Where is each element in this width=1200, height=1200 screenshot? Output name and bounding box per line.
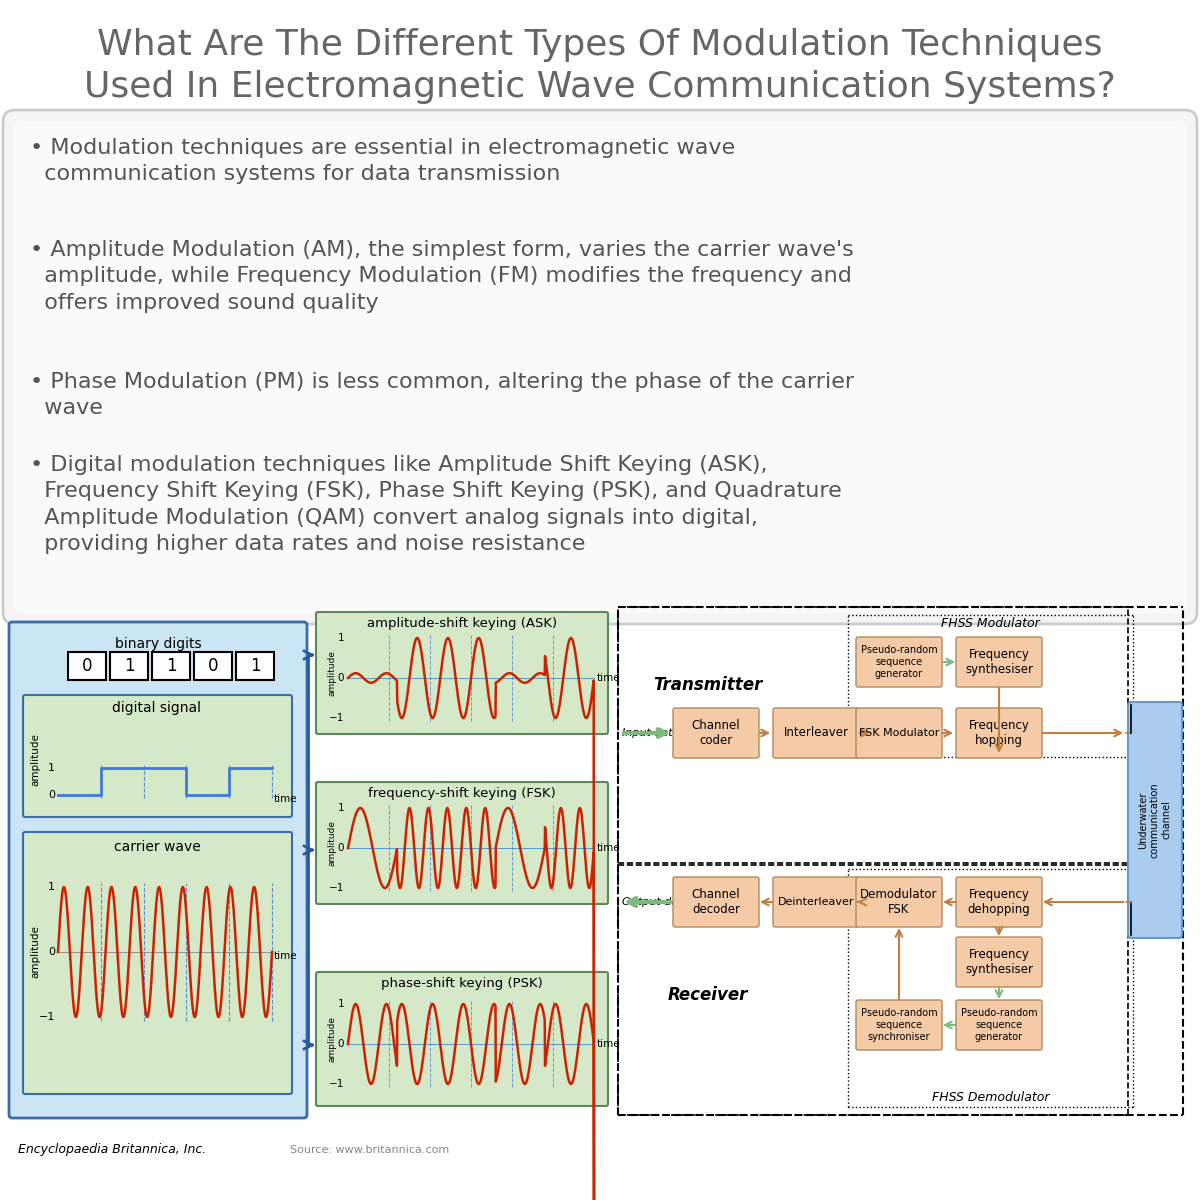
- Text: 1: 1: [337, 998, 344, 1009]
- Text: Channel
decoder: Channel decoder: [691, 888, 740, 916]
- Text: Frequency
synthesiser: Frequency synthesiser: [965, 948, 1033, 976]
- Text: Transmitter: Transmitter: [653, 676, 763, 694]
- Text: −1: −1: [329, 883, 344, 893]
- Text: time: time: [598, 1039, 620, 1049]
- Text: Frequency
dehopping: Frequency dehopping: [967, 888, 1031, 916]
- Text: time: time: [598, 842, 620, 853]
- FancyBboxPatch shape: [1128, 702, 1182, 938]
- Text: Receiver: Receiver: [668, 986, 748, 1004]
- Text: −1: −1: [329, 1079, 344, 1090]
- Text: 0: 0: [337, 673, 344, 683]
- Text: amplitude: amplitude: [30, 733, 40, 786]
- Text: 1: 1: [337, 803, 344, 814]
- FancyBboxPatch shape: [856, 877, 942, 926]
- Text: phase-shift keying (PSK): phase-shift keying (PSK): [382, 977, 542, 990]
- Text: 1: 1: [124, 658, 134, 674]
- Text: Pseudo-random
sequence
generator: Pseudo-random sequence generator: [860, 646, 937, 679]
- Bar: [110, 652, 148, 680]
- Bar: [68, 652, 106, 680]
- Text: 1: 1: [48, 882, 55, 892]
- Text: carrier wave: carrier wave: [114, 840, 200, 854]
- Text: Input data: Input data: [622, 728, 679, 738]
- FancyBboxPatch shape: [956, 637, 1042, 686]
- Text: amplitude: amplitude: [328, 1016, 336, 1062]
- Text: 1: 1: [48, 763, 55, 773]
- Text: 0: 0: [337, 842, 344, 853]
- Text: 0: 0: [337, 1039, 344, 1049]
- Text: frequency-shift keying (FSK): frequency-shift keying (FSK): [368, 787, 556, 800]
- Text: Deinterleaver: Deinterleaver: [778, 898, 854, 907]
- FancyBboxPatch shape: [673, 708, 760, 758]
- Text: • Digital modulation techniques like Amplitude Shift Keying (ASK),
  Frequency S: • Digital modulation techniques like Amp…: [30, 455, 841, 554]
- Text: time: time: [598, 673, 620, 683]
- Text: What Are The Different Types Of Modulation Techniques: What Are The Different Types Of Modulati…: [97, 28, 1103, 62]
- Text: Frequency
synthesiser: Frequency synthesiser: [965, 648, 1033, 676]
- FancyBboxPatch shape: [856, 1000, 942, 1050]
- Bar: [236, 652, 274, 680]
- FancyBboxPatch shape: [856, 708, 942, 758]
- FancyBboxPatch shape: [773, 877, 859, 926]
- Text: • Amplitude Modulation (AM), the simplest form, varies the carrier wave's
  ampl: • Amplitude Modulation (AM), the simples…: [30, 240, 853, 313]
- Text: 1: 1: [166, 658, 176, 674]
- Text: FHSS Modulator: FHSS Modulator: [941, 617, 1040, 630]
- Text: • Modulation techniques are essential in electromagnetic wave
  communication sy: • Modulation techniques are essential in…: [30, 138, 736, 185]
- Text: Pseudo-random
sequence
synchroniser: Pseudo-random sequence synchroniser: [860, 1008, 937, 1042]
- Text: amplitude: amplitude: [328, 820, 336, 866]
- FancyBboxPatch shape: [23, 832, 292, 1094]
- Text: Source: www.britannica.com: Source: www.britannica.com: [290, 1145, 449, 1154]
- FancyBboxPatch shape: [2, 110, 1198, 624]
- FancyBboxPatch shape: [956, 937, 1042, 986]
- Text: Used In Electromagnetic Wave Communication Systems?: Used In Electromagnetic Wave Communicati…: [84, 70, 1116, 104]
- Text: Underwater
communication
channel: Underwater communication channel: [1139, 782, 1171, 858]
- Text: Interleaver: Interleaver: [784, 726, 848, 739]
- FancyBboxPatch shape: [316, 782, 608, 904]
- Text: Encyclopaedia Britannica, Inc.: Encyclopaedia Britannica, Inc.: [18, 1144, 206, 1157]
- Bar: [152, 652, 190, 680]
- Text: 1: 1: [250, 658, 260, 674]
- Bar: [194, 652, 232, 680]
- Text: amplitude: amplitude: [328, 650, 336, 696]
- Text: Channel
coder: Channel coder: [691, 719, 740, 746]
- Text: 1: 1: [337, 634, 344, 643]
- FancyBboxPatch shape: [856, 637, 942, 686]
- Text: Output data: Output data: [622, 898, 689, 907]
- Text: FSK Modulator: FSK Modulator: [859, 728, 940, 738]
- FancyBboxPatch shape: [14, 121, 1186, 613]
- Text: amplitude-shift keying (ASK): amplitude-shift keying (ASK): [367, 617, 557, 630]
- FancyBboxPatch shape: [956, 708, 1042, 758]
- Text: binary digits: binary digits: [115, 637, 202, 650]
- FancyBboxPatch shape: [10, 622, 307, 1118]
- Text: Pseudo-random
sequence
generator: Pseudo-random sequence generator: [961, 1008, 1037, 1042]
- Text: FHSS Demodulator: FHSS Demodulator: [931, 1091, 1049, 1104]
- FancyBboxPatch shape: [316, 612, 608, 734]
- Text: amplitude: amplitude: [30, 925, 40, 978]
- Text: 0: 0: [48, 790, 55, 800]
- Text: Demodulator
FSK: Demodulator FSK: [860, 888, 937, 916]
- Text: • Phase Modulation (PM) is less common, altering the phase of the carrier
  wave: • Phase Modulation (PM) is less common, …: [30, 372, 854, 419]
- FancyBboxPatch shape: [23, 695, 292, 817]
- Text: −1: −1: [329, 713, 344, 722]
- Text: time: time: [274, 950, 298, 961]
- Text: 0: 0: [48, 947, 55, 958]
- FancyBboxPatch shape: [316, 972, 608, 1106]
- FancyBboxPatch shape: [773, 708, 859, 758]
- FancyBboxPatch shape: [956, 877, 1042, 926]
- FancyBboxPatch shape: [673, 877, 760, 926]
- Text: digital signal: digital signal: [113, 701, 202, 715]
- Text: Frequency
hopping: Frequency hopping: [968, 719, 1030, 746]
- Text: 0: 0: [208, 658, 218, 674]
- Text: 0: 0: [82, 658, 92, 674]
- Text: time: time: [274, 794, 298, 804]
- FancyBboxPatch shape: [956, 1000, 1042, 1050]
- Text: −1: −1: [38, 1012, 55, 1022]
